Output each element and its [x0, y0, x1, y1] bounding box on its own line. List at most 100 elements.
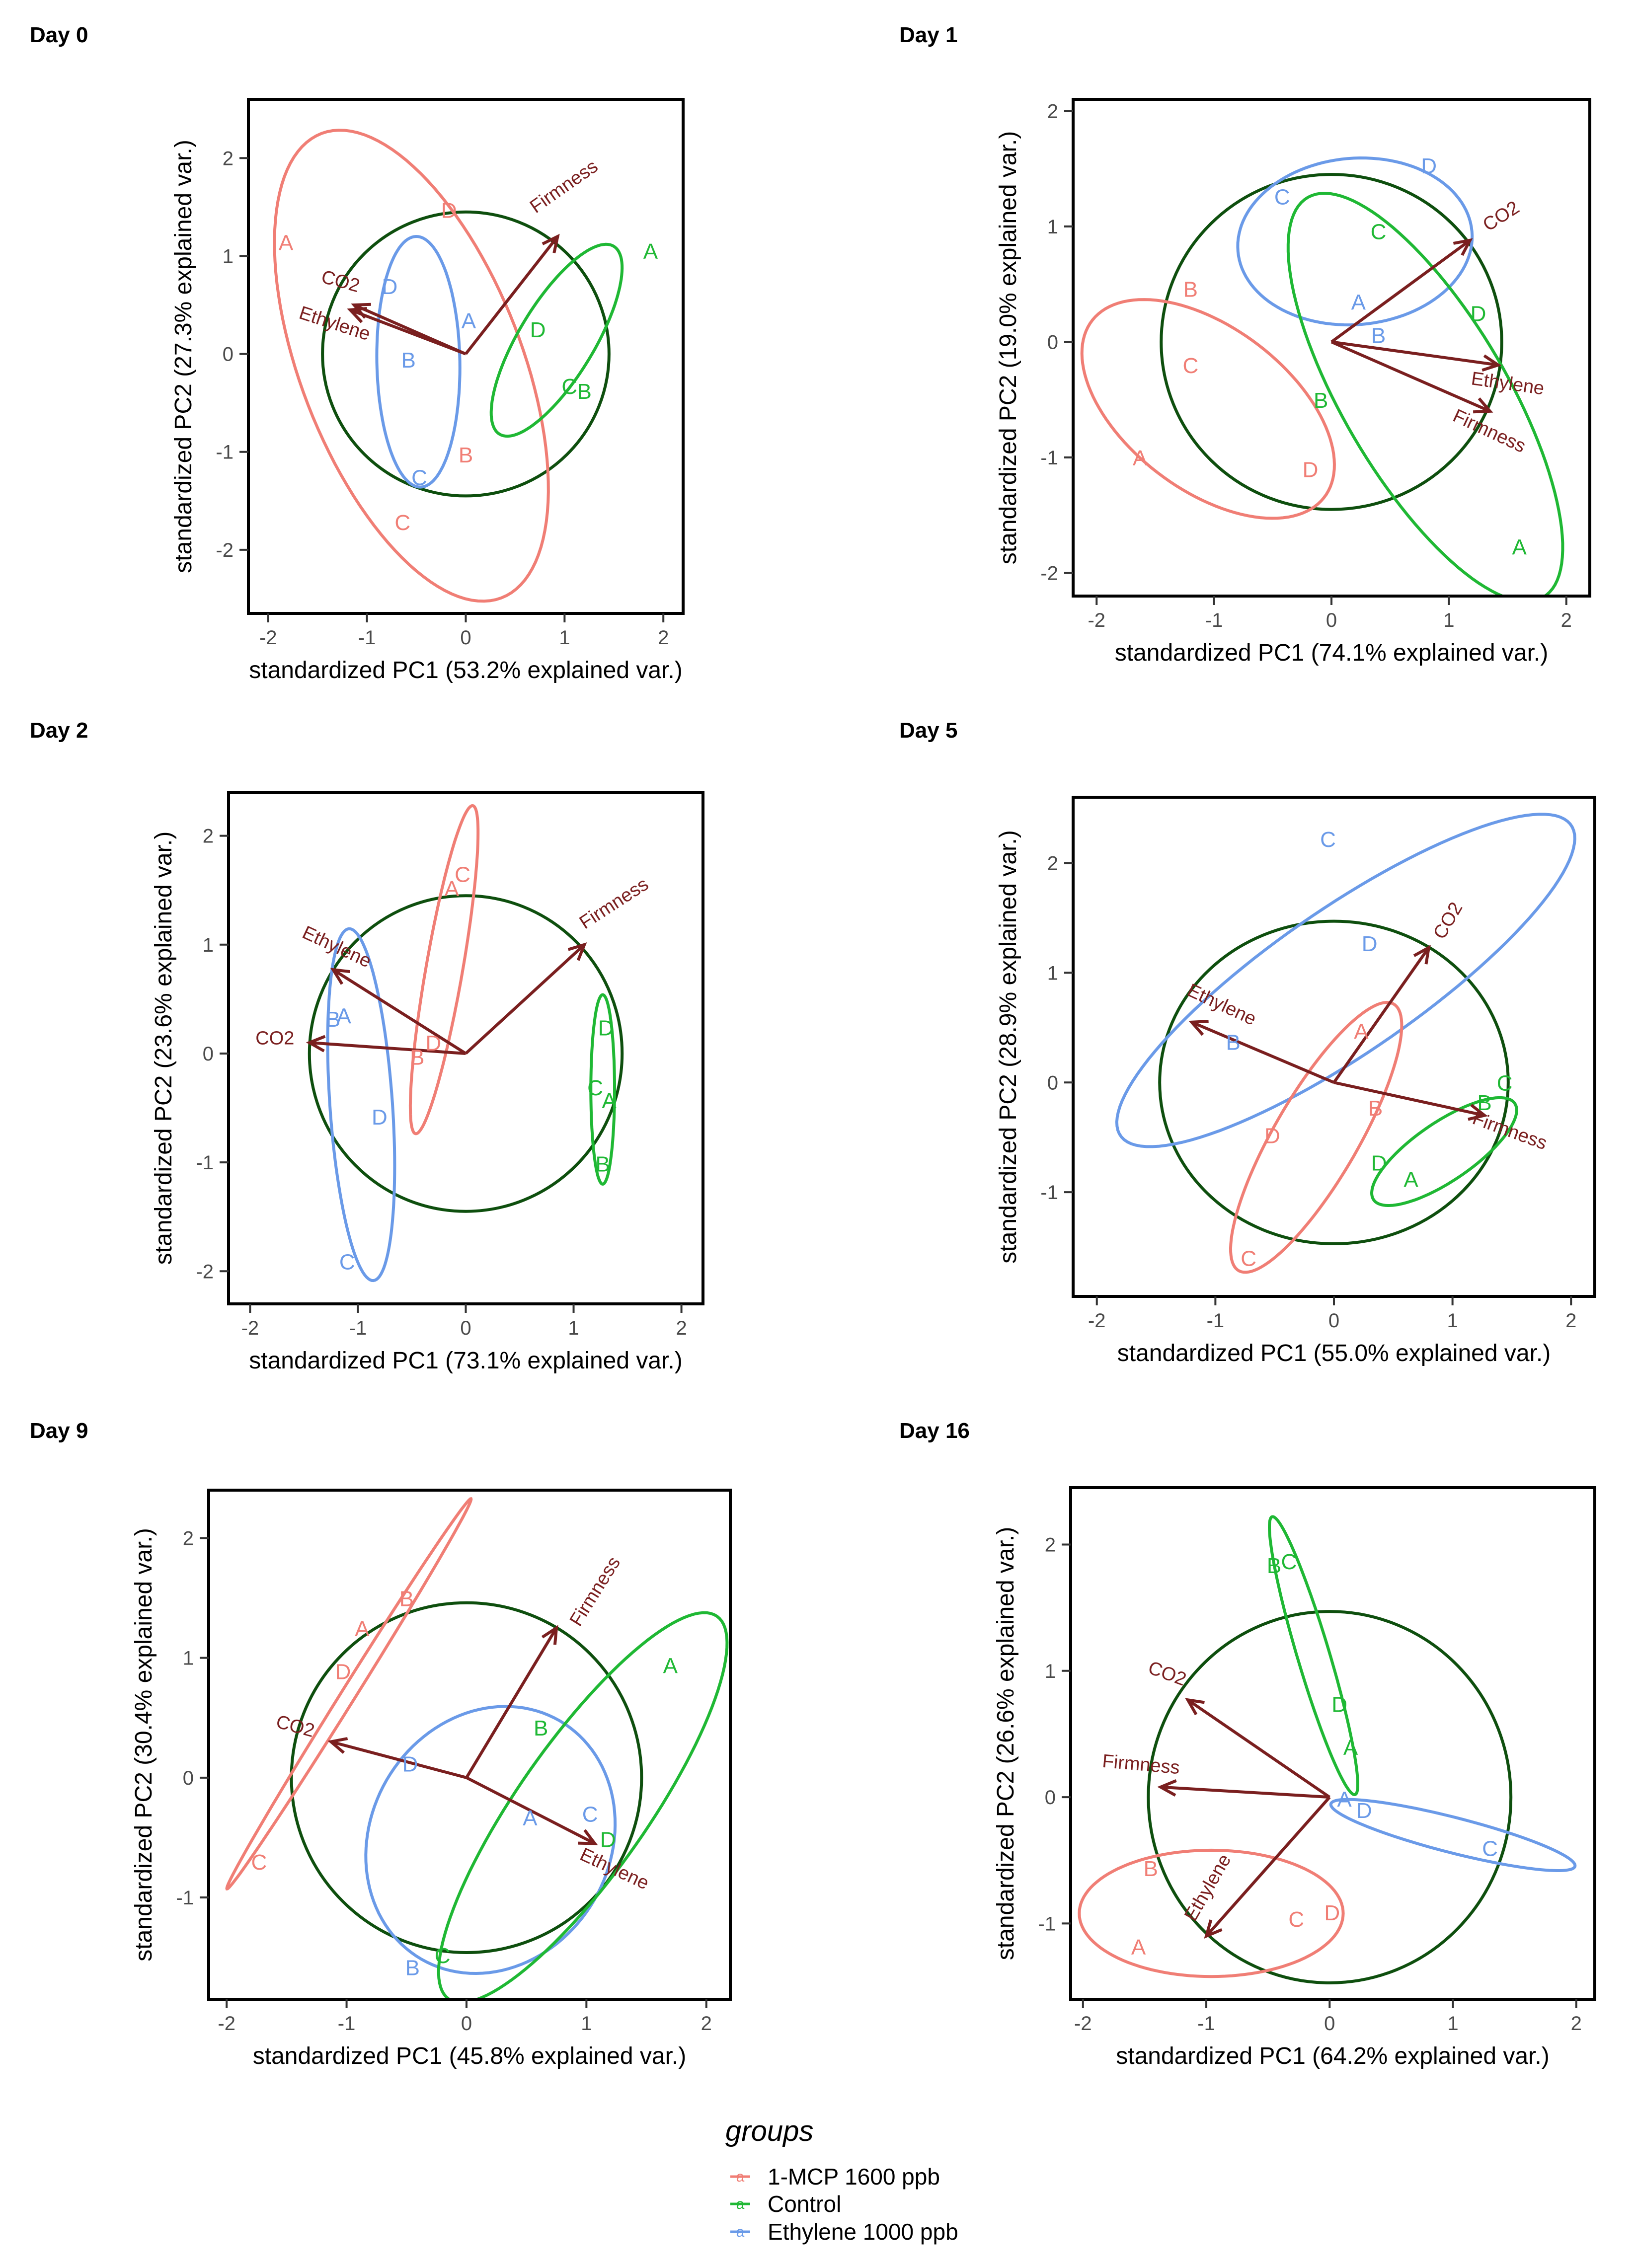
point-label-ethylene: D [402, 1752, 418, 1776]
x-tick-label: 0 [461, 2013, 472, 2035]
y-tick-label: 1 [1047, 962, 1058, 984]
y-axis-title: standardized PC2 (28.9% explained var.) [995, 830, 1021, 1264]
point-label-control: C [561, 375, 577, 399]
arrow-label: CO2 [274, 1711, 316, 1741]
panel-title: Day 2 [30, 718, 88, 743]
point-label-ethylene: C [1482, 1837, 1498, 1861]
point-label-mcp: B [1368, 1096, 1383, 1121]
arrow-head [1157, 1779, 1177, 1797]
point-label-ethylene: D [1362, 932, 1378, 956]
x-tick-label: -2 [1074, 2013, 1092, 2035]
point-label-ethylene: A [462, 309, 476, 333]
x-tick-label: -2 [1088, 609, 1105, 631]
loading-arrow [349, 308, 467, 356]
arrow-head [578, 1829, 598, 1845]
point-label-control: D [600, 1827, 616, 1852]
point-label-mcp: B [399, 1587, 414, 1611]
loading-arrow [1191, 1021, 1335, 1084]
arrow-label: CO2 [319, 266, 362, 297]
legend-label-control: Control [768, 2191, 841, 2217]
point-label-control: D [1371, 1151, 1387, 1176]
y-tick-label: 1 [183, 1648, 194, 1669]
x-axis-title: standardized PC1 (74.1% explained var.) [1115, 640, 1549, 666]
panel-title: Day 9 [30, 1419, 88, 1443]
point-label-ethylene: A [1337, 1787, 1352, 1812]
svg-text:a: a [736, 2169, 745, 2185]
group-ellipse-control [1267, 1515, 1360, 1797]
point-label-ethylene: B [1226, 1031, 1240, 1055]
x-tick-label: 2 [658, 627, 669, 649]
loading-arrow [465, 235, 559, 355]
x-tick-label: -2 [241, 1317, 259, 1339]
legend: groups a 1-MCP 1600 ppb a Control a Ethy… [725, 2115, 958, 2245]
arrow-head [1204, 1919, 1223, 1939]
y-tick-label: -2 [196, 1261, 214, 1283]
svg-text:a: a [736, 2224, 745, 2240]
arrow-label: CO2 [1145, 1657, 1189, 1690]
arrow-head [1185, 1698, 1205, 1716]
x-tick-label: 0 [460, 627, 471, 649]
x-axis-title: standardized PC1 (55.0% explained var.) [1117, 1340, 1551, 1366]
correlation-circle [321, 210, 611, 498]
x-tick-label: 0 [460, 1317, 471, 1339]
x-tick-label: 1 [581, 2013, 592, 2035]
legend-item-mcp: a 1-MCP 1600 ppb [730, 2164, 940, 2190]
point-label-control: A [1512, 535, 1527, 559]
loading-arrow [465, 1627, 558, 1779]
group-ellipse-control [1286, 192, 1564, 596]
loading-arrow [466, 1776, 596, 1845]
x-tick-label: -1 [1197, 2013, 1215, 2035]
loading-arrow [309, 1041, 466, 1055]
loading-arrow [1330, 239, 1471, 343]
y-tick-label: 2 [183, 1527, 194, 1549]
point-label-mcp: A [1354, 1020, 1369, 1044]
x-tick-label: -2 [259, 627, 277, 649]
y-axis-title: standardized PC2 (30.4% explained var.) [131, 1528, 157, 1962]
point-label-control: B [595, 1152, 610, 1176]
y-axis-title: standardized PC2 (27.3% explained var.) [170, 140, 197, 573]
point-label-mcp: D [1264, 1124, 1280, 1148]
loading-arrow [1161, 1785, 1330, 1799]
x-tick-label: 1 [559, 627, 570, 649]
point-label-ethylene: C [1320, 828, 1336, 852]
point-label-control: A [1343, 1736, 1358, 1760]
group-ellipse-ethylene [364, 1705, 617, 1975]
arrow-head [1453, 238, 1473, 256]
point-label-control: B [1267, 1554, 1281, 1578]
y-tick-label: 0 [1047, 331, 1058, 353]
y-tick-label: -1 [1040, 1182, 1058, 1204]
point-label-control: C [1281, 1550, 1297, 1574]
group-ellipse-mcp [1229, 1001, 1403, 1274]
plot-frame [207, 1489, 732, 2001]
x-tick-label: 0 [1328, 1310, 1339, 1332]
point-label-ethylene: D [1421, 154, 1437, 178]
arrow-head [1413, 944, 1431, 965]
x-tick-label: 2 [1571, 2013, 1582, 2035]
correlation-circle [290, 1601, 643, 1954]
arrow-head [542, 233, 560, 253]
x-axis-title: standardized PC1 (73.1% explained var.) [249, 1348, 683, 1374]
point-label-mcp: A [355, 1617, 370, 1641]
x-tick-label: 1 [1447, 2013, 1458, 2035]
loading-arrow [332, 968, 467, 1055]
y-tick-label: 0 [223, 344, 234, 366]
correlation-circle [1147, 1610, 1513, 1984]
group-ellipse-ethylene [1115, 813, 1576, 1148]
plot-frame [247, 98, 685, 615]
x-tick-label: 2 [1561, 609, 1572, 631]
y-axis-title: standardized PC2 (26.6% explained var.) [993, 1527, 1019, 1961]
point-label-mcp: D [441, 198, 457, 223]
arrow-label: Ethylene [1470, 368, 1546, 399]
group-ellipse-mcp [1080, 298, 1336, 520]
point-label-control: D [1471, 302, 1486, 326]
x-tick-label: 1 [1443, 609, 1454, 631]
point-label-ethylene: A [523, 1806, 538, 1830]
correlation-circle [1158, 919, 1510, 1245]
point-label-ethylene: B [326, 1007, 340, 1032]
